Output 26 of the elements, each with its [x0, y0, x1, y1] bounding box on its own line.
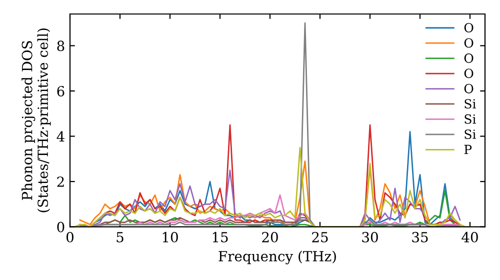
legend-label: Si — [464, 114, 476, 124]
x-tick-label: 30 — [362, 232, 378, 242]
legend-label: O — [464, 53, 474, 63]
legend-label: Si — [464, 99, 476, 109]
x-tick-label: 40 — [462, 232, 478, 242]
x-tick-label: 25 — [312, 232, 328, 242]
x-tick-label: 10 — [162, 232, 178, 242]
x-tick-label: 35 — [412, 232, 428, 242]
legend-label: O — [464, 22, 474, 32]
line-series — [89, 22, 461, 227]
y-tick-label: 4 — [56, 131, 64, 142]
y-tick-label: 0 — [57, 222, 64, 232]
x-tick-label: 20 — [262, 232, 278, 242]
x-tick-label: 5 — [116, 232, 124, 242]
legend-label: O — [464, 38, 474, 48]
x-tick-label: 15 — [212, 232, 228, 242]
y-tick-label: 8 — [57, 40, 64, 52]
y-tick-label: 6 — [57, 86, 64, 96]
x-tick-label: 0 — [66, 232, 74, 242]
legend-label: P — [464, 144, 472, 154]
legend-label: O — [464, 84, 474, 94]
y-axis-title: Phonon projected DOS (States/THz·primitive cell) — [22, 28, 51, 212]
legend-label: Si — [464, 130, 476, 139]
y-tick-label: 2 — [57, 176, 64, 187]
legend-label: O — [464, 68, 474, 78]
x-axis-title: Frequency (THz) — [218, 250, 336, 264]
